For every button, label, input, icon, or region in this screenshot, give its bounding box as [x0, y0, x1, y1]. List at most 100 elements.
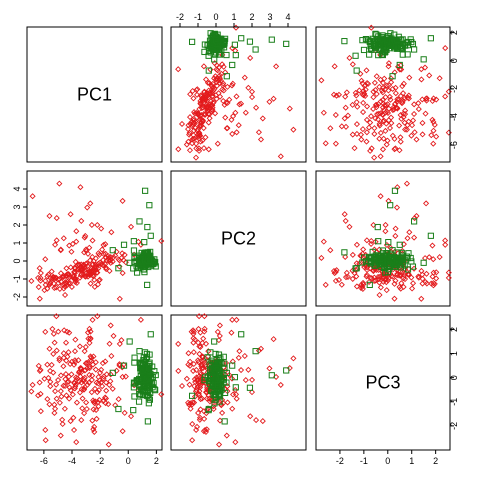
point — [94, 313, 101, 320]
point — [322, 281, 329, 288]
point — [216, 72, 223, 79]
point — [48, 268, 55, 275]
point — [230, 391, 237, 398]
point — [445, 274, 452, 281]
point — [86, 371, 93, 378]
point — [193, 91, 201, 98]
point — [388, 120, 395, 127]
point — [52, 405, 59, 412]
point — [215, 64, 222, 71]
point — [252, 46, 259, 53]
point — [190, 367, 197, 374]
point — [71, 426, 78, 434]
point — [202, 389, 210, 396]
point — [121, 409, 128, 416]
point — [349, 131, 356, 138]
point — [396, 122, 403, 129]
point — [387, 270, 394, 277]
point — [229, 316, 236, 323]
point — [388, 79, 395, 86]
point — [394, 258, 401, 265]
point — [77, 373, 84, 380]
point — [62, 376, 69, 383]
point — [144, 418, 151, 425]
point — [363, 273, 370, 280]
point — [380, 135, 387, 142]
point — [433, 275, 440, 282]
point — [112, 402, 119, 409]
point — [253, 417, 260, 424]
point — [259, 115, 266, 122]
point — [73, 228, 80, 235]
point — [216, 322, 223, 329]
point — [186, 381, 193, 388]
series-2-points — [341, 30, 434, 80]
point — [76, 267, 84, 274]
point — [115, 405, 122, 413]
tick-label: 3 — [267, 12, 272, 22]
point — [202, 76, 210, 83]
point — [58, 393, 65, 400]
point — [67, 387, 74, 394]
point — [201, 48, 208, 56]
point — [96, 396, 103, 403]
point — [259, 418, 266, 425]
point — [349, 251, 356, 258]
point — [197, 138, 204, 145]
point — [196, 106, 203, 113]
tick-label: -4 — [68, 456, 76, 466]
point — [392, 84, 399, 91]
point — [382, 86, 389, 93]
point — [107, 259, 114, 266]
panel-frame — [26, 26, 163, 163]
point — [146, 351, 153, 358]
point — [383, 82, 390, 89]
panel-PC3-PC3: PC3 — [315, 314, 451, 451]
point — [342, 93, 349, 100]
point — [377, 98, 384, 105]
point — [81, 263, 88, 271]
point — [245, 84, 252, 91]
point — [80, 377, 87, 384]
series-2-points — [109, 331, 159, 425]
point — [158, 391, 165, 398]
point — [430, 282, 437, 289]
point — [195, 325, 202, 332]
point — [202, 134, 209, 141]
point — [87, 200, 94, 207]
panel-PC2-PC1 — [26, 170, 165, 307]
point — [277, 381, 284, 388]
point — [150, 379, 157, 387]
point — [67, 264, 74, 271]
point — [81, 367, 88, 374]
point — [84, 381, 91, 388]
point — [51, 339, 58, 346]
point — [365, 37, 372, 44]
point — [118, 337, 125, 344]
point — [53, 284, 60, 291]
point — [199, 379, 206, 386]
point — [257, 136, 265, 143]
point — [195, 110, 202, 117]
point — [353, 241, 360, 248]
point — [126, 338, 133, 345]
point — [208, 83, 215, 90]
point — [204, 107, 211, 114]
point — [53, 237, 60, 244]
point — [372, 115, 379, 122]
point — [197, 369, 204, 376]
point — [392, 225, 399, 232]
point — [98, 225, 105, 232]
point — [386, 93, 393, 100]
point — [59, 420, 66, 428]
point — [186, 147, 194, 154]
point — [406, 74, 413, 81]
point — [236, 101, 243, 108]
point — [396, 283, 403, 291]
point — [42, 277, 49, 284]
point — [75, 266, 82, 273]
point — [205, 119, 212, 126]
point — [78, 379, 85, 386]
point — [342, 217, 349, 224]
point — [397, 138, 404, 145]
